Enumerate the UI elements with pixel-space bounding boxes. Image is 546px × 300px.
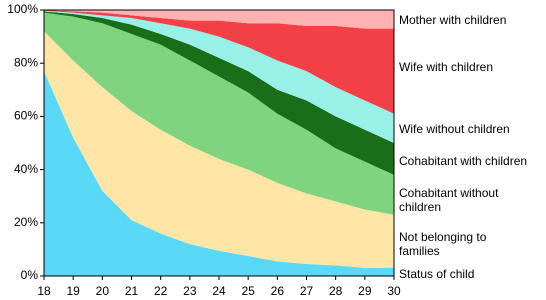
x-tick-label: 27 bbox=[300, 284, 314, 298]
x-tick-label: 26 bbox=[271, 284, 285, 298]
legend-label: Not belonging to families bbox=[399, 230, 487, 258]
area bbox=[44, 11, 394, 175]
x-tick-label: 30 bbox=[387, 284, 401, 298]
x-tick-label: 23 bbox=[183, 284, 197, 298]
x-tick-label: 22 bbox=[154, 284, 168, 298]
area bbox=[44, 31, 394, 269]
y-tick-label: 40% bbox=[14, 162, 38, 176]
area bbox=[44, 10, 394, 114]
legend-label: Wife with children bbox=[399, 60, 494, 74]
legend-label: Wife without children bbox=[399, 122, 510, 136]
x-tick-label: 25 bbox=[241, 284, 255, 298]
legend-label: Cohabitant without children bbox=[399, 186, 499, 214]
x-tick-label: 19 bbox=[66, 284, 80, 298]
legend-label: Status of child bbox=[399, 267, 475, 281]
x-tick-label: 18 bbox=[37, 284, 51, 298]
y-tick-label: 60% bbox=[14, 109, 38, 123]
x-tick-label: 21 bbox=[125, 284, 139, 298]
x-tick-label: 28 bbox=[329, 284, 343, 298]
legend-label: Cohabitant with children bbox=[399, 154, 528, 168]
x-tick-label: 20 bbox=[96, 284, 110, 298]
x-tick-label: 24 bbox=[212, 284, 226, 298]
legend-label: Mother with children bbox=[399, 13, 507, 27]
y-tick-label: 100% bbox=[7, 2, 38, 16]
y-tick-label: 0% bbox=[21, 268, 39, 282]
x-tick-label: 29 bbox=[358, 284, 372, 298]
area bbox=[44, 10, 394, 29]
area bbox=[44, 10, 394, 143]
y-tick-label: 20% bbox=[14, 215, 38, 229]
area bbox=[44, 71, 394, 277]
y-tick-label: 80% bbox=[14, 55, 38, 69]
area bbox=[44, 12, 394, 215]
